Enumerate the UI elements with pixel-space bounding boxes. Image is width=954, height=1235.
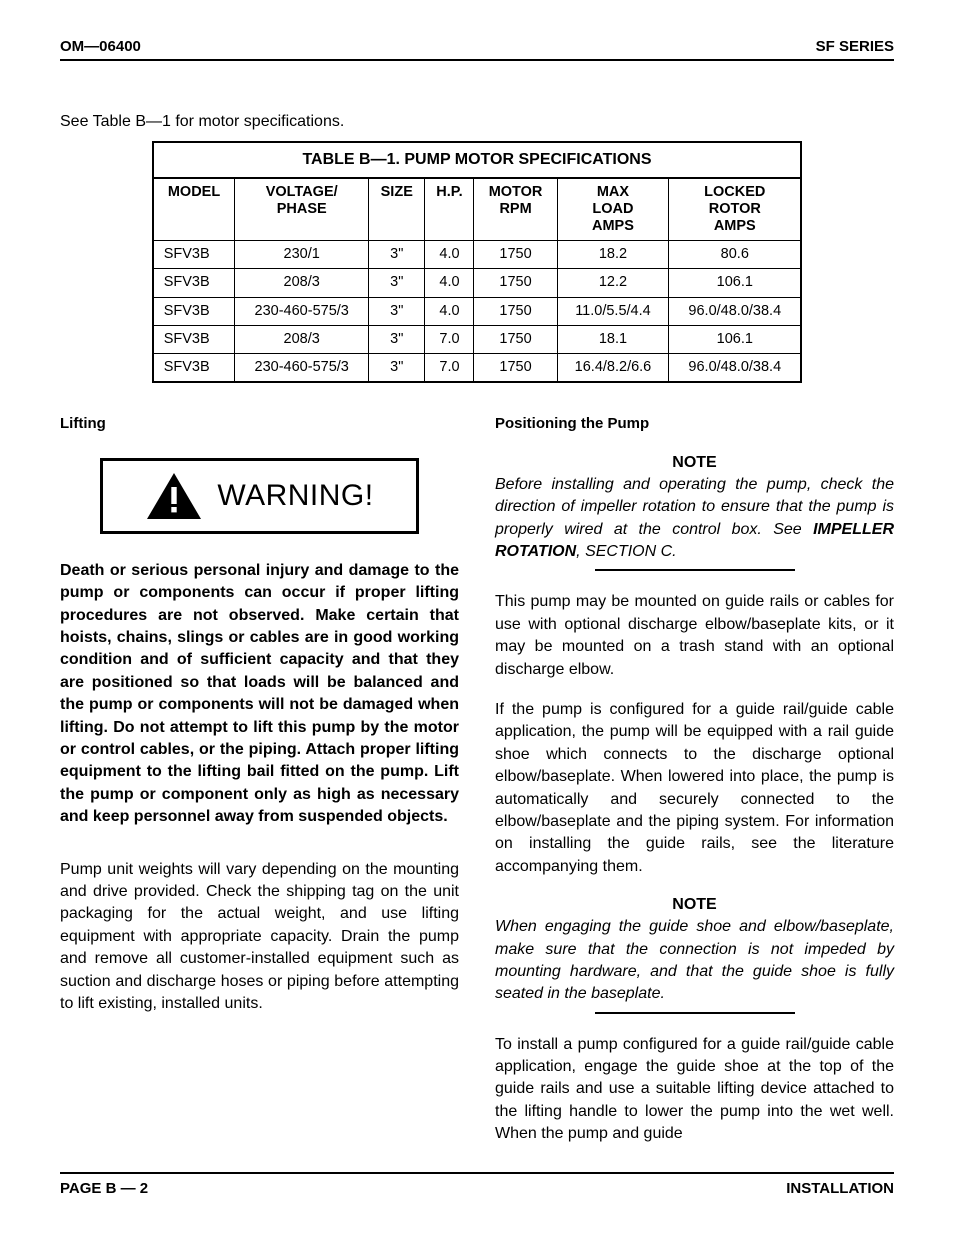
table-cell: 3" <box>369 269 425 297</box>
table-header-row: MODEL VOLTAGE/PHASE SIZE H.P. MOTORRPM M… <box>153 178 802 241</box>
warning-label: WARNING! <box>217 479 373 513</box>
table-cell: 96.0/48.0/38.4 <box>669 297 801 325</box>
table-cell: 230-460-575/3 <box>235 353 369 382</box>
table-cell: 3" <box>369 325 425 353</box>
table-cell: 16.4/8.2/6.6 <box>557 353 669 382</box>
col-voltage: VOLTAGE/PHASE <box>235 178 369 241</box>
table-cell: 3" <box>369 241 425 269</box>
header-left: OM—06400 <box>60 38 141 55</box>
col-hp: H.P. <box>425 178 474 241</box>
lifting-heading: Lifting <box>60 415 459 432</box>
table-cell: 106.1 <box>669 325 801 353</box>
footer-right: INSTALLATION <box>786 1180 894 1197</box>
table-cell: 7.0 <box>425 353 474 382</box>
col-rpm: MOTORRPM <box>474 178 557 241</box>
page-header: OM—06400 SF SERIES <box>60 38 894 61</box>
table-row: SFV3B230/13"4.0175018.280.6 <box>153 241 802 269</box>
table-cell: SFV3B <box>153 325 235 353</box>
footer-left: PAGE B — 2 <box>60 1180 148 1197</box>
page-footer: PAGE B — 2 INSTALLATION <box>60 1172 894 1197</box>
table-cell: 96.0/48.0/38.4 <box>669 353 801 382</box>
table-cell: SFV3B <box>153 353 235 382</box>
note-1-part-c: , SECTION C. <box>576 543 676 560</box>
right-column: Positioning the Pump NOTE Before install… <box>495 415 894 1164</box>
table-cell: 230-460-575/3 <box>235 297 369 325</box>
col-size: SIZE <box>369 178 425 241</box>
left-column: Lifting WARNING! Death or serious person… <box>60 415 459 1164</box>
table-cell: 11.0/5.5/4.4 <box>557 297 669 325</box>
table-cell: 4.0 <box>425 269 474 297</box>
table-cell: 1750 <box>474 297 557 325</box>
table-cell: 1750 <box>474 269 557 297</box>
table-cell: SFV3B <box>153 297 235 325</box>
spec-table: TABLE B—1. PUMP MOTOR SPECIFICATIONS MOD… <box>152 141 803 383</box>
positioning-para-2: If the pump is configured for a guide ra… <box>495 699 894 878</box>
warning-box: WARNING! <box>100 458 419 534</box>
two-column-layout: Lifting WARNING! Death or serious person… <box>60 415 894 1164</box>
table-cell: 1750 <box>474 325 557 353</box>
positioning-heading: Positioning the Pump <box>495 415 894 432</box>
note-1-heading: NOTE <box>495 454 894 472</box>
col-locked-amps: LOCKEDROTORAMPS <box>669 178 801 241</box>
col-model: MODEL <box>153 178 235 241</box>
table-cell: 12.2 <box>557 269 669 297</box>
table-row: SFV3B230-460-575/33"4.0175011.0/5.5/4.49… <box>153 297 802 325</box>
table-cell: 80.6 <box>669 241 801 269</box>
table-title: TABLE B—1. PUMP MOTOR SPECIFICATIONS <box>152 141 803 177</box>
table-row: SFV3B230-460-575/33"7.0175016.4/8.2/6.69… <box>153 353 802 382</box>
note-1-body: Before installing and operating the pump… <box>495 474 894 564</box>
table-cell: 1750 <box>474 353 557 382</box>
positioning-para-3: To install a pump configured for a guide… <box>495 1034 894 1146</box>
warning-triangle-icon <box>145 471 203 521</box>
table-cell: 106.1 <box>669 269 801 297</box>
table-cell: 208/3 <box>235 269 369 297</box>
table-cell: 230/1 <box>235 241 369 269</box>
note-2-rule <box>595 1012 795 1014</box>
table-cell: 4.0 <box>425 297 474 325</box>
note-1-rule <box>595 569 795 571</box>
note-2-heading: NOTE <box>495 896 894 914</box>
table-cell: 3" <box>369 297 425 325</box>
table-cell: 18.2 <box>557 241 669 269</box>
table-cell: 1750 <box>474 241 557 269</box>
table-row: SFV3B208/33"7.0175018.1106.1 <box>153 325 802 353</box>
header-right: SF SERIES <box>816 38 894 55</box>
table-cell: 3" <box>369 353 425 382</box>
table-cell: SFV3B <box>153 241 235 269</box>
lifting-para-1: Pump unit weights will vary depending on… <box>60 859 459 1016</box>
table-cell: 18.1 <box>557 325 669 353</box>
table-cell: 208/3 <box>235 325 369 353</box>
intro-text: See Table B—1 for motor specifications. <box>60 113 894 131</box>
table-cell: SFV3B <box>153 269 235 297</box>
note-2-body: When engaging the guide shoe and elbow/b… <box>495 916 894 1006</box>
positioning-para-1: This pump may be mounted on guide rails … <box>495 591 894 681</box>
table-cell: 7.0 <box>425 325 474 353</box>
warning-body-text: Death or serious personal injury and dam… <box>60 560 459 829</box>
col-max-amps: MAXLOADAMPS <box>557 178 669 241</box>
table-cell: 4.0 <box>425 241 474 269</box>
table-row: SFV3B208/33"4.0175012.2106.1 <box>153 269 802 297</box>
page: OM—06400 SF SERIES See Table B—1 for mot… <box>0 0 954 1235</box>
